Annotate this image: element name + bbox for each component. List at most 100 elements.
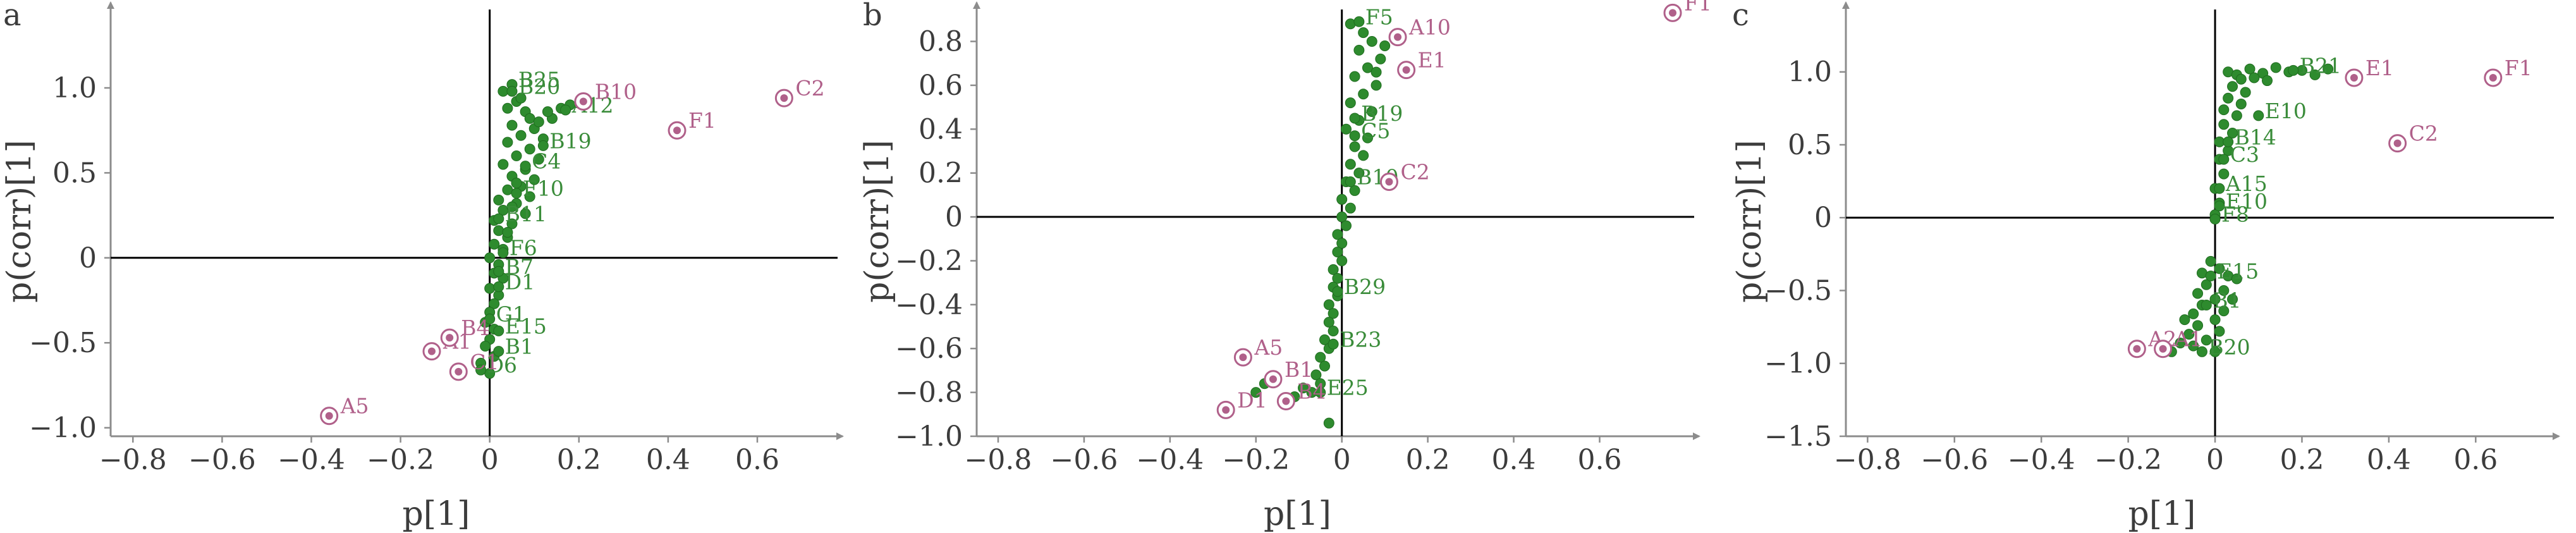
data-point <box>2175 337 2186 348</box>
data-point <box>1362 132 1373 144</box>
point-label: E15 <box>505 314 547 338</box>
point-label: B23 <box>1340 327 1381 352</box>
data-point <box>2201 334 2212 346</box>
x-tick-label: −0.6 <box>1920 444 1988 476</box>
point-label: B14 <box>2235 125 2276 149</box>
y-axis-title: p(corr)[1] <box>1 140 39 303</box>
highlight-label: A10 <box>1408 15 1451 40</box>
labeled-data-point <box>506 85 518 97</box>
y-axis-title: p(corr)[1] <box>858 140 896 303</box>
highlighted-point <box>1394 33 1402 41</box>
data-point <box>2205 255 2216 267</box>
x-tick-label: 0.6 <box>1577 444 1621 476</box>
labeled-data-point <box>493 213 504 224</box>
point-label: B20 <box>518 74 560 99</box>
highlight-label: A1 <box>2174 327 2203 352</box>
x-tick-label: −0.6 <box>1050 444 1118 476</box>
labeled-data-point <box>497 247 509 259</box>
highlighted-point <box>2350 73 2358 82</box>
point-label: B25 <box>518 68 560 92</box>
data-point <box>502 184 513 195</box>
data-point <box>2218 305 2230 317</box>
data-point <box>1328 325 1339 336</box>
data-point <box>2231 110 2242 121</box>
y-tick-label: 0.5 <box>52 157 97 189</box>
highlight-label: C2 <box>2409 121 2438 146</box>
data-point <box>1323 317 1334 328</box>
highlighted-point <box>1402 66 1410 74</box>
data-point <box>2192 288 2204 299</box>
labeled-data-point <box>1349 113 1360 124</box>
y-tick-label: 0.4 <box>919 113 963 145</box>
data-point <box>1319 360 1331 372</box>
data-point <box>1345 202 1356 214</box>
data-point <box>506 201 518 212</box>
data-point <box>489 298 500 309</box>
highlighted-point <box>1385 178 1393 186</box>
point-label: E15 <box>2217 259 2259 283</box>
labeled-data-point <box>493 325 504 336</box>
point-label: B19 <box>1361 101 1403 126</box>
data-point <box>1353 168 1365 179</box>
highlighted-point <box>455 367 463 376</box>
highlight-label: F1 <box>688 108 716 133</box>
data-point <box>1332 273 1343 284</box>
highlighted-point <box>780 94 788 102</box>
point-label: F6 <box>510 236 537 260</box>
x-tick-label: 0.2 <box>2280 444 2324 476</box>
highlight-label: C2 <box>1400 160 1429 185</box>
highlighted-point <box>1239 353 1247 362</box>
data-point <box>2244 63 2256 75</box>
data-point <box>524 144 535 155</box>
labeled-data-point <box>2214 183 2225 194</box>
data-point <box>1340 220 1352 231</box>
panel-letter: a <box>3 0 21 33</box>
x-tick-label: 0 <box>481 444 499 476</box>
highlighted-point <box>1282 397 1290 405</box>
y-tick-label: −0.5 <box>1764 274 1832 307</box>
data-point <box>1358 27 1369 39</box>
labeled-data-point <box>2223 136 2234 147</box>
data-point <box>1370 66 1382 78</box>
data-point <box>493 225 504 236</box>
point-label: D6 <box>487 353 517 377</box>
data-point <box>480 341 491 352</box>
labeled-data-point <box>1349 130 1360 142</box>
highlight-label: E1 <box>1418 48 1446 73</box>
x-tick-label: −0.4 <box>2008 444 2075 476</box>
highlighted-point <box>1269 375 1277 383</box>
point-label: B7 <box>505 254 534 279</box>
labeled-data-point <box>493 346 504 357</box>
data-point <box>1349 185 1360 196</box>
highlight-label: C2 <box>795 76 824 101</box>
data-point <box>502 137 513 148</box>
highlighted-point <box>1222 406 1230 414</box>
data-point <box>484 283 496 294</box>
point-label: D1 <box>505 269 535 294</box>
data-point <box>2218 104 2230 116</box>
data-point <box>2231 273 2242 285</box>
data-point <box>1328 264 1339 275</box>
labeled-data-point <box>484 314 496 325</box>
highlight-label: F1 <box>2505 56 2532 80</box>
data-point <box>511 150 522 162</box>
x-tick-label: −0.4 <box>1136 444 1204 476</box>
data-point <box>2192 320 2204 331</box>
highlight-label: D1 <box>1237 388 1267 412</box>
data-point <box>515 130 527 141</box>
data-point <box>2227 128 2238 139</box>
data-point <box>2309 69 2321 80</box>
highlight-label: A5 <box>340 394 369 419</box>
data-point <box>1353 44 1365 56</box>
data-point <box>533 154 544 165</box>
point-label: B1 <box>2213 288 2241 313</box>
data-point <box>2249 72 2260 83</box>
data-point <box>520 208 531 219</box>
data-point <box>1366 36 1377 47</box>
labeled-data-point <box>537 140 549 151</box>
y-tick-label: −0.4 <box>895 289 963 321</box>
x-tick-label: −0.6 <box>188 444 256 476</box>
data-point <box>2218 168 2230 180</box>
x-tick-label: 0 <box>1333 444 1351 476</box>
data-point <box>1349 141 1360 152</box>
